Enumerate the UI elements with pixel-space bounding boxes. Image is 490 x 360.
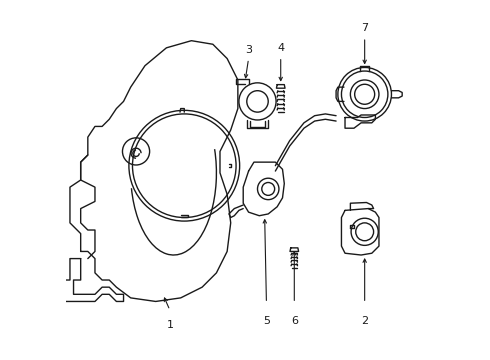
Text: 6: 6 [291, 316, 298, 326]
Text: 5: 5 [263, 316, 270, 326]
Text: 3: 3 [245, 45, 252, 55]
Text: 7: 7 [361, 23, 368, 33]
Text: 2: 2 [361, 316, 368, 326]
Text: 1: 1 [167, 320, 173, 330]
Text: 4: 4 [277, 43, 284, 53]
